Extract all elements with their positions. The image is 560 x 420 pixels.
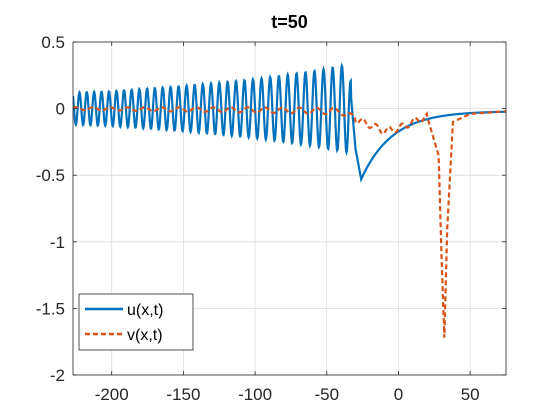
y-tick-label: -2 xyxy=(50,366,65,385)
x-tick-label: -100 xyxy=(238,385,272,404)
chart-title: t=50 xyxy=(271,12,308,32)
y-tick-label: -1.5 xyxy=(36,299,65,318)
x-tick-label: -50 xyxy=(314,385,339,404)
y-tick-label: -1 xyxy=(50,233,65,252)
y-tick-label: 0 xyxy=(56,100,65,119)
series-layer xyxy=(73,62,506,338)
x-tick-label: -150 xyxy=(166,385,200,404)
series-u-line xyxy=(73,62,506,183)
axes-box xyxy=(72,41,507,376)
ticks: -200 -150 -100 -50 0 50 0.5 0 -0.5 -1 -1.5 -2 xyxy=(36,33,506,404)
legend-label-u: u(x,t) xyxy=(127,302,163,319)
y-tick-label: 0.5 xyxy=(41,33,65,52)
legend-label-v: v(x,t) xyxy=(127,327,163,344)
x-tick-label: 0 xyxy=(394,385,403,404)
series-v-line xyxy=(73,106,506,338)
legend-box xyxy=(78,293,194,351)
x-tick-label: -200 xyxy=(95,385,129,404)
y-tick-label: -0.5 xyxy=(36,166,65,185)
legend: u(x,t) v(x,t) xyxy=(78,293,194,351)
x-tick-label: 50 xyxy=(461,385,480,404)
